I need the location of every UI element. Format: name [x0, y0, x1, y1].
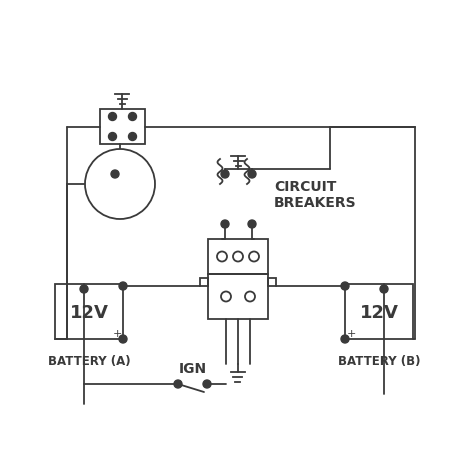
Bar [344, 285, 412, 339]
Circle shape [108, 113, 116, 121]
Circle shape [248, 221, 255, 229]
Circle shape [216, 252, 226, 262]
Circle shape [340, 335, 348, 343]
Text: IGN: IGN [178, 361, 206, 375]
Circle shape [80, 285, 88, 293]
Bar [207, 274, 267, 319]
Circle shape [119, 335, 127, 343]
Text: CIRCUIT: CIRCUIT [273, 179, 336, 193]
Circle shape [340, 282, 348, 290]
Circle shape [249, 252, 258, 262]
Circle shape [174, 380, 182, 388]
Circle shape [221, 170, 229, 179]
Circle shape [221, 221, 229, 229]
Circle shape [221, 292, 230, 302]
Circle shape [232, 252, 243, 262]
Bar [207, 239, 267, 274]
Text: BATTERY (B): BATTERY (B) [337, 355, 419, 368]
Circle shape [111, 170, 119, 179]
Circle shape [119, 282, 127, 290]
Circle shape [85, 150, 155, 220]
Text: +: + [112, 328, 121, 338]
Circle shape [379, 285, 387, 293]
Bar [199, 278, 207, 286]
Circle shape [202, 380, 211, 388]
Circle shape [108, 133, 116, 141]
Circle shape [248, 170, 255, 179]
Circle shape [128, 113, 136, 121]
Bar [55, 285, 123, 339]
Text: +: + [345, 328, 355, 338]
Bar [100, 110, 145, 145]
Text: BREAKERS: BREAKERS [273, 196, 356, 210]
Text: 12V: 12V [69, 303, 108, 321]
Bar [267, 278, 276, 286]
Circle shape [128, 133, 136, 141]
Circle shape [244, 292, 254, 302]
Text: 12V: 12V [359, 303, 397, 321]
Text: BATTERY (A): BATTERY (A) [48, 355, 130, 368]
